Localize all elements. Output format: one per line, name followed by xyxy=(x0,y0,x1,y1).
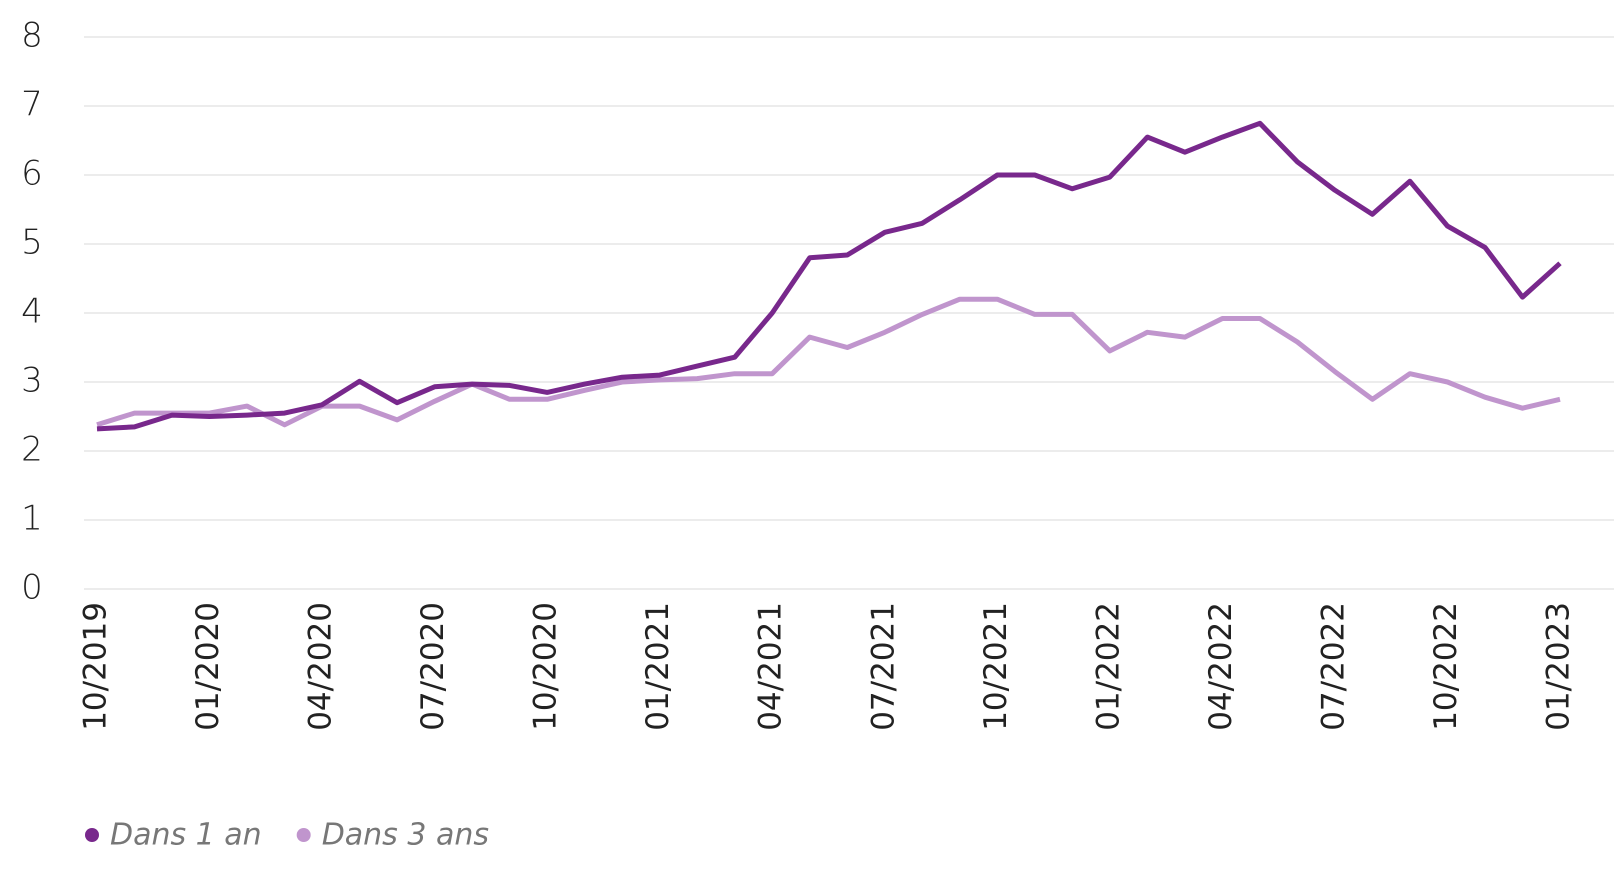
y-tick-label: 7 xyxy=(21,85,43,125)
y-tick-label: 8 xyxy=(21,16,43,56)
x-tick-label: 04/2021 xyxy=(753,602,789,731)
series-line xyxy=(96,296,1561,428)
x-tick-label: 01/2023 xyxy=(1541,602,1577,731)
x-tick-label: 07/2021 xyxy=(865,602,901,731)
legend-label: Dans 3 ans xyxy=(322,818,489,853)
x-tick-label: 01/2020 xyxy=(190,602,226,731)
series-line xyxy=(96,120,1562,432)
x-tick-label: 01/2022 xyxy=(1090,602,1126,731)
y-tick-label: 2 xyxy=(21,430,43,470)
x-tick-label: 07/2022 xyxy=(1315,602,1351,731)
legend-label: Dans 1 an xyxy=(110,818,262,853)
x-tick-label: 04/2020 xyxy=(303,602,339,731)
legend-marker xyxy=(85,828,99,842)
x-tick-label: 10/2019 xyxy=(78,602,114,731)
x-tick-label: 10/2020 xyxy=(528,602,564,731)
x-tick-label: 04/2022 xyxy=(1203,602,1239,731)
legend-marker xyxy=(296,828,311,842)
y-tick-label: 3 xyxy=(21,361,43,401)
y-tick-label: 5 xyxy=(21,223,43,263)
y-tick-label: 4 xyxy=(21,292,43,332)
x-tick-label: 01/2021 xyxy=(640,602,676,731)
x-tick-label: 07/2020 xyxy=(415,602,451,731)
y-tick-label: 6 xyxy=(21,154,43,194)
x-tick-label: 10/2022 xyxy=(1428,602,1464,731)
y-tick-label: 0 xyxy=(21,568,43,608)
x-tick-label: 10/2021 xyxy=(978,602,1014,731)
y-tick-label: 1 xyxy=(21,499,43,539)
